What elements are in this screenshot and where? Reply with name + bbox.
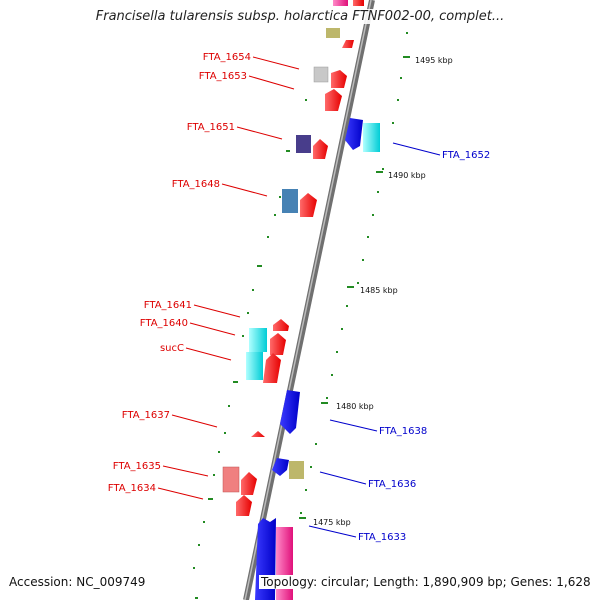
gene-red-small-top — [342, 40, 354, 48]
label-fta-1648: FTA_1648 — [172, 179, 220, 190]
gene-red-1635b — [241, 472, 257, 495]
label-fta-1654: FTA_1654 — [203, 52, 251, 63]
scale-label-1480: 1480 kbp — [336, 402, 374, 411]
topology-label: Topology: circular; Length: 1,890,909 bp… — [259, 575, 593, 589]
label-fta-1641: FTA_1641 — [144, 300, 192, 311]
scale-ticks — [299, 56, 410, 519]
gene-sucC — [246, 352, 263, 380]
gene-red-1648b — [300, 193, 317, 217]
label-fta-1637: FTA_1637 — [122, 410, 170, 421]
gene-blue-1636a — [272, 458, 289, 476]
gene-fta-1651 — [296, 135, 311, 153]
scale-label-1490: 1490 kbp — [388, 171, 426, 180]
gene-pink-1633b — [276, 527, 293, 600]
scale-label-1485: 1485 kbp — [360, 286, 398, 295]
genome-backbone — [243, 0, 375, 601]
label-fta-1651: FTA_1651 — [187, 122, 235, 133]
gene-fta-1653 — [325, 89, 342, 111]
gene-fta-1634 — [236, 495, 252, 516]
scale-label-1475: 1475 kbp — [313, 518, 351, 527]
gene-red-1654b — [331, 70, 347, 88]
gene-fta-1636 — [289, 461, 304, 479]
label-connectors — [157, 56, 441, 538]
label-fta-1636: FTA_1636 — [368, 479, 416, 490]
gene-top-pink — [333, 0, 364, 6]
outer-scale-dots — [300, 32, 408, 514]
label-fta-1653: FTA_1653 — [199, 71, 247, 82]
label-fta-1638: FTA_1638 — [379, 426, 427, 437]
label-fta-1633: FTA_1633 — [358, 532, 406, 543]
label-fta-1635: FTA_1635 — [113, 461, 161, 472]
gene-red-sucC-b — [263, 353, 281, 383]
gene-fta-1635 — [222, 466, 240, 493]
label-fta-1640: FTA_1640 — [140, 318, 188, 329]
gene-fta-1637 — [251, 431, 265, 437]
gene-fta-1652 — [363, 123, 380, 152]
label-fta-1652: FTA_1652 — [442, 150, 490, 161]
accession-label: Accession: NC_009749 — [9, 575, 148, 589]
gene-cyan-1640 — [249, 328, 267, 352]
gene-fta-1641 — [273, 319, 289, 331]
gene-fta-1654 — [313, 66, 329, 83]
forward-genes — [222, 0, 364, 516]
gene-fta-1638 — [280, 390, 300, 434]
scale-label-1495: 1495 kbp — [415, 56, 453, 65]
label-sucC: sucC — [160, 343, 184, 354]
map-title: Francisella tularensis subsp. holarctica… — [0, 9, 600, 24]
gene-red-1651b — [313, 139, 328, 159]
gene-fta-1640 — [270, 333, 286, 355]
gene-khaki-top — [326, 28, 340, 38]
gene-fta-1648 — [282, 189, 298, 213]
gene-blue-1652a — [345, 118, 363, 150]
label-fta-1634: FTA_1634 — [108, 483, 156, 494]
